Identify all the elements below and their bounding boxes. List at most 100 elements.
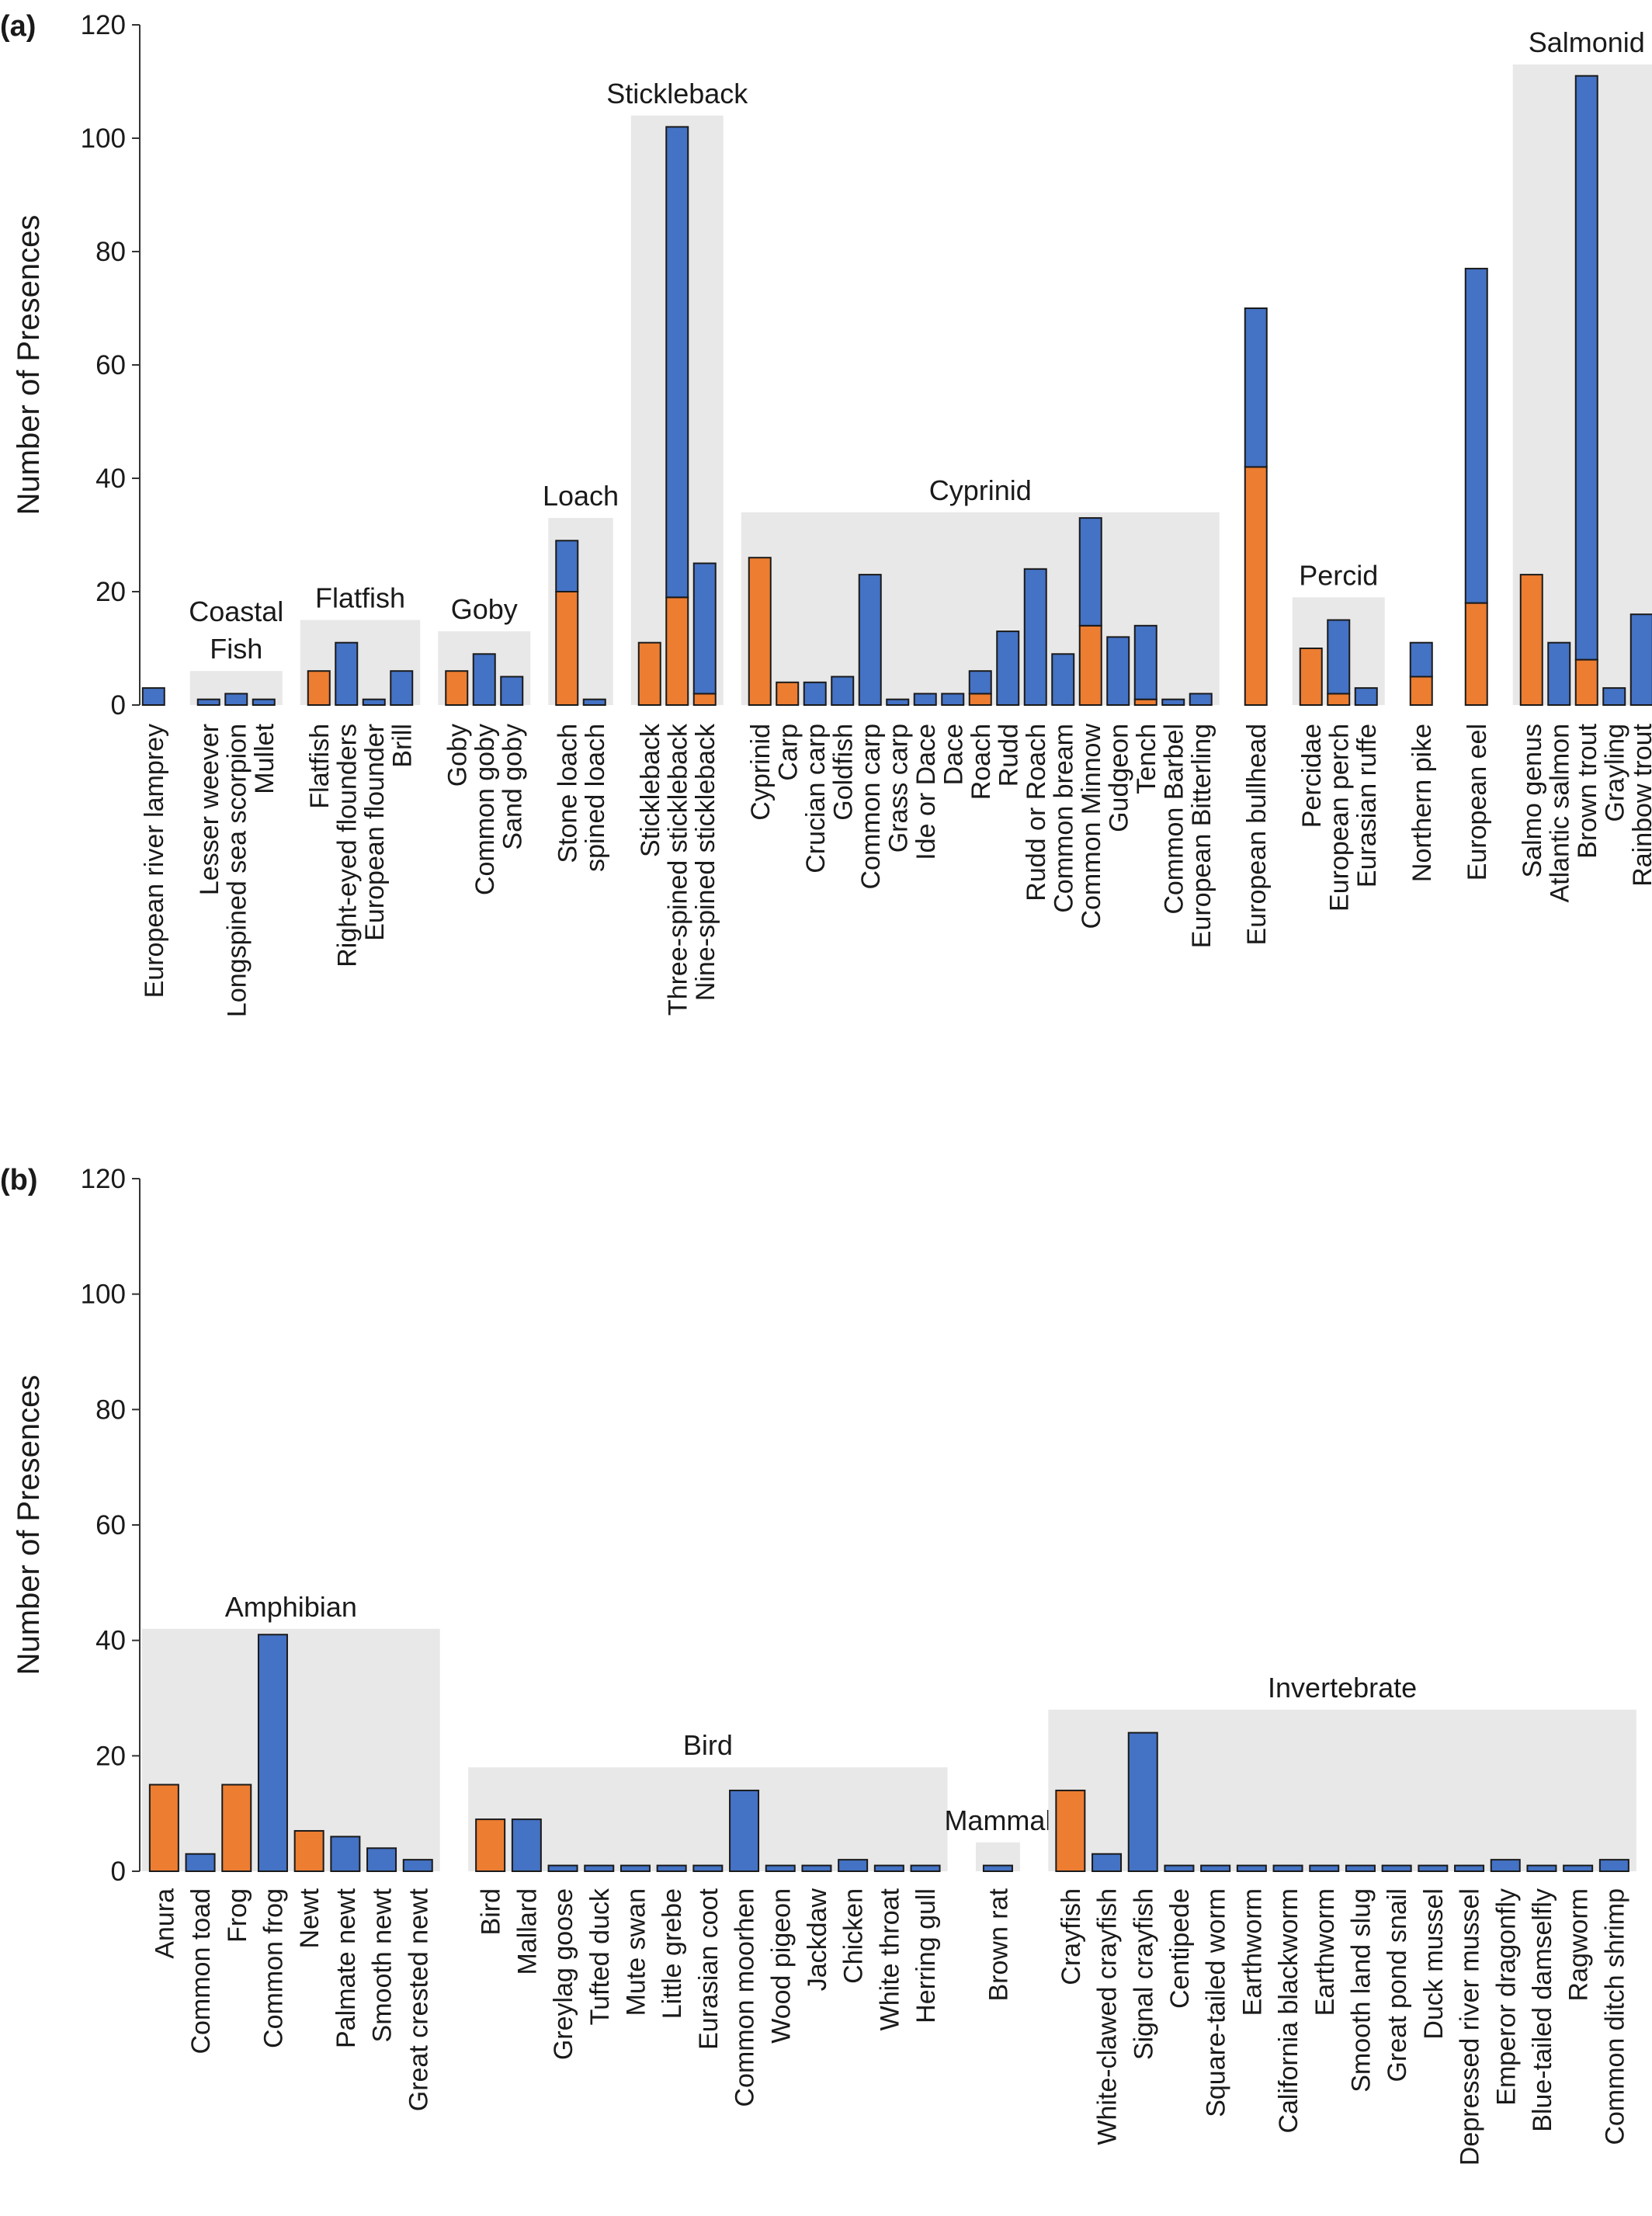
panel-b: (b) Amphibian Bird Mammal Invertebrate 0 20 40 6… bbox=[0, 1164, 1636, 2166]
x-tick-label: Grayling bbox=[1600, 724, 1629, 822]
x-tick-label: Common goby bbox=[470, 724, 500, 895]
bar-blue bbox=[1354, 687, 1378, 706]
x-tick-label: Stickleback bbox=[636, 723, 665, 857]
x-tick-label: Emperor dragonfly bbox=[1491, 1888, 1521, 2106]
bar-orange bbox=[555, 591, 579, 706]
bar-orange bbox=[293, 1829, 324, 1872]
y-tick-label: 60 bbox=[95, 350, 126, 380]
x-tick-label: Common ditch shrimp bbox=[1600, 1888, 1629, 2145]
bar-blue bbox=[196, 698, 220, 707]
bar-blue bbox=[729, 1789, 760, 1873]
x-tick-label: Duck mussel bbox=[1419, 1888, 1449, 2040]
x-tick-label: Lesser weever bbox=[195, 724, 224, 895]
x-tick-label: Newt bbox=[295, 1888, 324, 1948]
group-label: Fish bbox=[210, 633, 262, 665]
x-tick-label: Common Minnow bbox=[1077, 724, 1106, 929]
x-tick-label: Earthworm bbox=[1237, 1888, 1267, 2016]
x-tick-label: Brown rat bbox=[984, 1888, 1013, 2001]
bar-orange bbox=[445, 670, 469, 707]
bar-orange bbox=[1464, 602, 1488, 706]
bar-blue bbox=[1244, 307, 1268, 468]
bar-blue bbox=[656, 1864, 687, 1872]
bar-blue bbox=[511, 1818, 542, 1873]
group-label: Flatfish bbox=[315, 582, 405, 614]
y-tick-label: 120 bbox=[81, 1164, 126, 1194]
bar-blue bbox=[1164, 1864, 1195, 1872]
x-tick-label: Gudgeon bbox=[1104, 724, 1133, 832]
x-tick-label: Smooth newt bbox=[368, 1888, 397, 2042]
x-tick-label: Brown trout bbox=[1573, 723, 1602, 858]
bar-blue bbox=[1127, 1731, 1158, 1873]
x-tick-label: Anura bbox=[150, 1888, 179, 1959]
x-tick-label: Common carp bbox=[856, 724, 886, 890]
group-label: Loach bbox=[543, 480, 619, 512]
group-shade bbox=[141, 1628, 440, 1871]
bar-orange bbox=[637, 641, 661, 707]
x-tick-label: Cyprinid bbox=[746, 724, 776, 821]
panel-a: (a) Coastal Fish Flatfish Goby Loach Stickleba… bbox=[0, 10, 1652, 1017]
bar-blue bbox=[1106, 636, 1130, 707]
x-tick-label: Smooth land slug bbox=[1346, 1888, 1376, 2093]
bar-orange bbox=[307, 670, 331, 707]
x-tick-label: Flatfish bbox=[305, 724, 335, 809]
bar-blue bbox=[1272, 1864, 1303, 1872]
group-label: Amphibian bbox=[225, 1591, 357, 1623]
y-tick-label: 20 bbox=[95, 577, 126, 607]
bar-blue bbox=[1236, 1864, 1267, 1872]
bar-orange bbox=[665, 596, 689, 706]
x-tick-label: European river lamprey bbox=[140, 724, 169, 998]
bar-orange bbox=[776, 681, 800, 706]
x-tick-label: Great pond snail bbox=[1383, 1888, 1412, 2082]
bar-blue bbox=[1161, 698, 1185, 707]
bar-blue bbox=[803, 681, 827, 706]
group-label: Goby bbox=[451, 593, 518, 625]
y-tick-label: 20 bbox=[95, 1741, 126, 1771]
bar-blue bbox=[1189, 693, 1213, 707]
x-tick-label: Earthworm bbox=[1310, 1888, 1340, 2016]
bar-blue bbox=[1345, 1864, 1376, 1872]
bar-blue bbox=[620, 1864, 651, 1872]
y-tick-label: 0 bbox=[111, 1857, 126, 1887]
bar-blue bbox=[1327, 619, 1351, 695]
x-tick-label: Jackdaw bbox=[803, 1888, 832, 1992]
x-tick-label: Roach bbox=[967, 724, 996, 800]
x-tick-label: European bullhead bbox=[1242, 724, 1272, 945]
x-tick-label: Brill bbox=[387, 724, 417, 768]
bar-blue bbox=[1051, 653, 1075, 706]
group-label: Bird bbox=[683, 1729, 733, 1761]
y-tick-label: 0 bbox=[111, 690, 126, 721]
bar-blue bbox=[1092, 1853, 1123, 1872]
x-tick-label: Tufted duck bbox=[585, 1888, 615, 2025]
x-tick-label: Northern pike bbox=[1407, 724, 1437, 882]
x-tick-label: Little grebe bbox=[658, 1888, 687, 2019]
bar-blue bbox=[1574, 75, 1598, 661]
bar-blue bbox=[886, 698, 910, 707]
bar-orange bbox=[1519, 574, 1543, 706]
x-tick-label: Mallard bbox=[512, 1888, 542, 1975]
bar-blue bbox=[257, 1634, 288, 1873]
bar-blue bbox=[665, 126, 689, 599]
bar-blue bbox=[1526, 1864, 1557, 1872]
bar-blue bbox=[858, 574, 882, 706]
bar-orange bbox=[1299, 648, 1323, 706]
bar-orange bbox=[1409, 676, 1433, 706]
x-tick-label: Common toad bbox=[186, 1888, 216, 2054]
bar-blue bbox=[584, 1864, 615, 1872]
bar-blue bbox=[801, 1864, 832, 1872]
x-tick-label: Common frog bbox=[259, 1888, 288, 2048]
bar-orange bbox=[748, 557, 772, 707]
x-tick-label: Rudd bbox=[994, 724, 1023, 787]
bar-blue bbox=[692, 562, 717, 695]
bar-blue bbox=[982, 1864, 1013, 1872]
x-tick-label: Crucian carp bbox=[801, 724, 831, 874]
x-tick-label: Goby bbox=[442, 724, 472, 787]
x-tick-label: Bird bbox=[477, 1888, 506, 1935]
bar-blue bbox=[1309, 1864, 1340, 1872]
bar-blue bbox=[1598, 1859, 1629, 1872]
bar-blue bbox=[1490, 1859, 1521, 1872]
x-tick-label: Frog bbox=[223, 1888, 252, 1943]
bar-blue bbox=[402, 1859, 433, 1872]
bar-orange bbox=[1133, 698, 1157, 707]
